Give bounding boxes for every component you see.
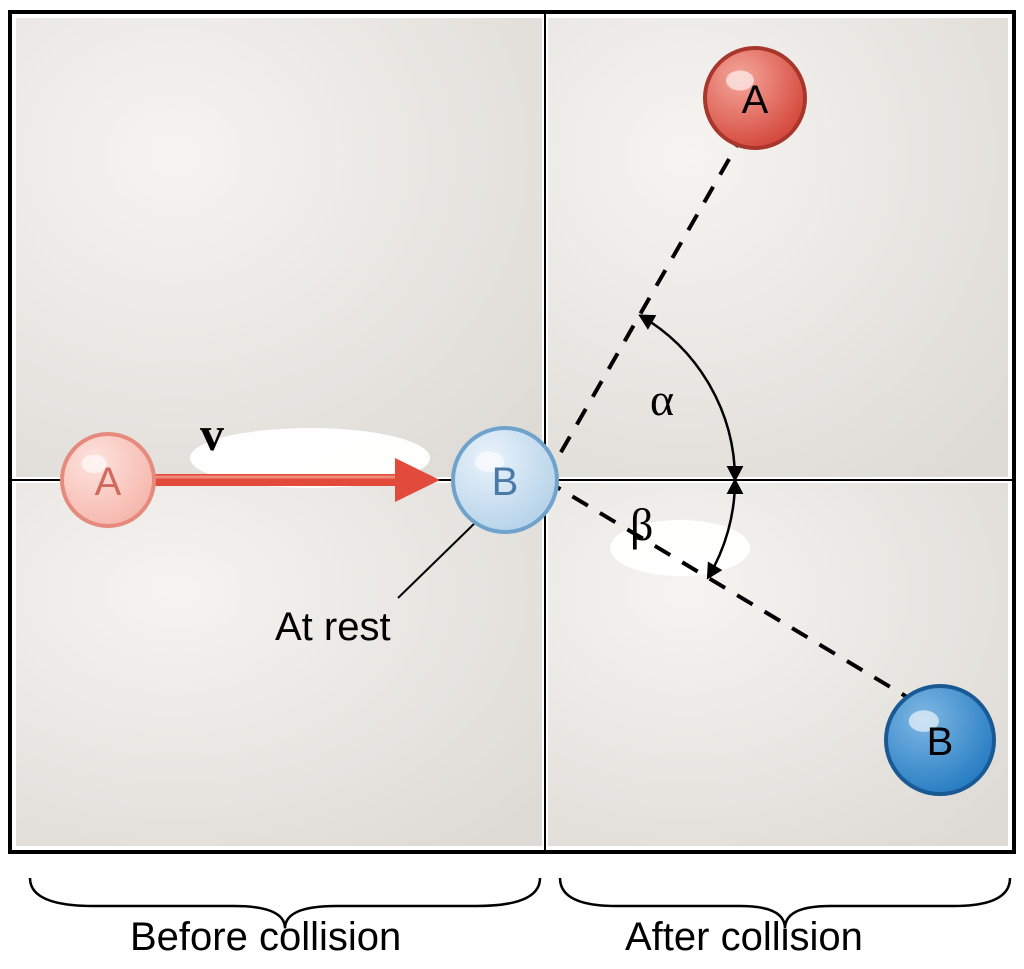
diagram-svg: A A B B v α β At rest Before collision Afte… <box>0 0 1024 969</box>
alpha-label: α <box>650 374 674 425</box>
ball-label-B_center: B <box>492 460 519 504</box>
ball-B_after: B <box>886 686 994 794</box>
ball-label-B_after: B <box>927 720 954 764</box>
after-collision-label: After collision <box>625 915 863 959</box>
ball-label-A_before: A <box>95 460 122 504</box>
before-collision-label: Before collision <box>130 915 401 959</box>
at-rest-label: At rest <box>275 605 391 649</box>
ball-A_before: A <box>62 434 154 526</box>
velocity-label: v <box>200 408 224 461</box>
collision-diagram: A A B B v α β At rest Before collision Afte… <box>0 0 1024 969</box>
beta-label: β <box>630 499 653 550</box>
ball-label-A_after: A <box>742 78 769 122</box>
ball-A_after: A <box>705 48 805 148</box>
ball-B_center: B <box>453 428 557 532</box>
